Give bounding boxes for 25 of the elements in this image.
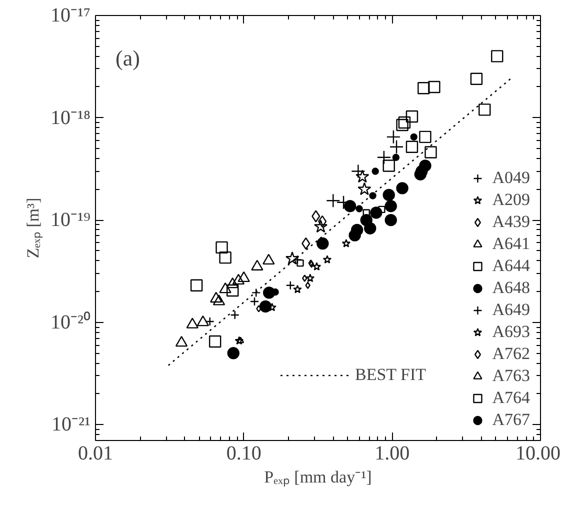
legend-label: A764 — [492, 388, 530, 408]
legend-label: A648 — [492, 278, 530, 298]
legend-label: A763 — [492, 366, 530, 386]
legend-label: A644 — [492, 256, 530, 276]
annotation: (a) — [116, 46, 140, 70]
legend-label: A649 — [492, 300, 530, 320]
x-axis-title: Pₑₓₚ [mm day⁻¹] — [264, 468, 372, 488]
legend-label: A767 — [492, 410, 530, 430]
legend-label: A641 — [492, 234, 530, 254]
legend-label: BEST FIT — [355, 365, 426, 385]
legend-label: A693 — [492, 322, 530, 342]
legend-label: A049 — [492, 168, 530, 188]
x-tick-label: 1.00 — [374, 442, 410, 464]
y-tick-label: 10⁻²¹ — [52, 414, 91, 436]
y-tick-label: 10⁻¹⁸ — [50, 106, 91, 129]
legend-label: A209 — [492, 190, 530, 210]
y-tick-label: 10⁻¹⁹ — [50, 209, 91, 232]
y-tick-label: 10⁻²⁰ — [50, 310, 91, 334]
y-axis-title: Zₑₓₚ [m³] — [24, 198, 44, 258]
x-tick-label: 10.00 — [516, 442, 560, 464]
y-tick-label: 10⁻¹⁷ — [50, 4, 91, 26]
x-tick-label: 0.10 — [226, 442, 262, 464]
legend-label: A439 — [492, 212, 530, 232]
legend-label: A762 — [492, 344, 530, 364]
x-tick-label: 0.01 — [78, 442, 113, 464]
